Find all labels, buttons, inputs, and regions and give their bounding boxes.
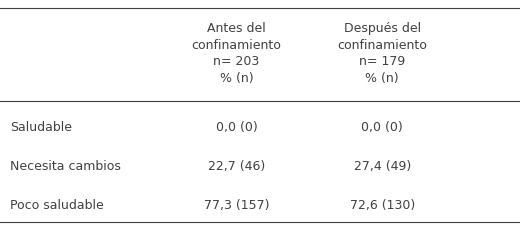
Text: 72,6 (130): 72,6 (130) xyxy=(349,199,415,211)
Text: Antes del
confinamiento
n= 203
% (n): Antes del confinamiento n= 203 % (n) xyxy=(192,22,281,84)
Text: Necesita cambios: Necesita cambios xyxy=(10,160,121,172)
Text: 0,0 (0): 0,0 (0) xyxy=(361,121,403,134)
Text: Después del
confinamiento
n= 179
% (n): Después del confinamiento n= 179 % (n) xyxy=(337,22,427,84)
Text: Poco saludable: Poco saludable xyxy=(10,199,104,211)
Text: 22,7 (46): 22,7 (46) xyxy=(208,160,265,172)
Text: Saludable: Saludable xyxy=(10,121,72,134)
Text: 27,4 (49): 27,4 (49) xyxy=(354,160,411,172)
Text: 77,3 (157): 77,3 (157) xyxy=(204,199,269,211)
Text: 0,0 (0): 0,0 (0) xyxy=(216,121,257,134)
